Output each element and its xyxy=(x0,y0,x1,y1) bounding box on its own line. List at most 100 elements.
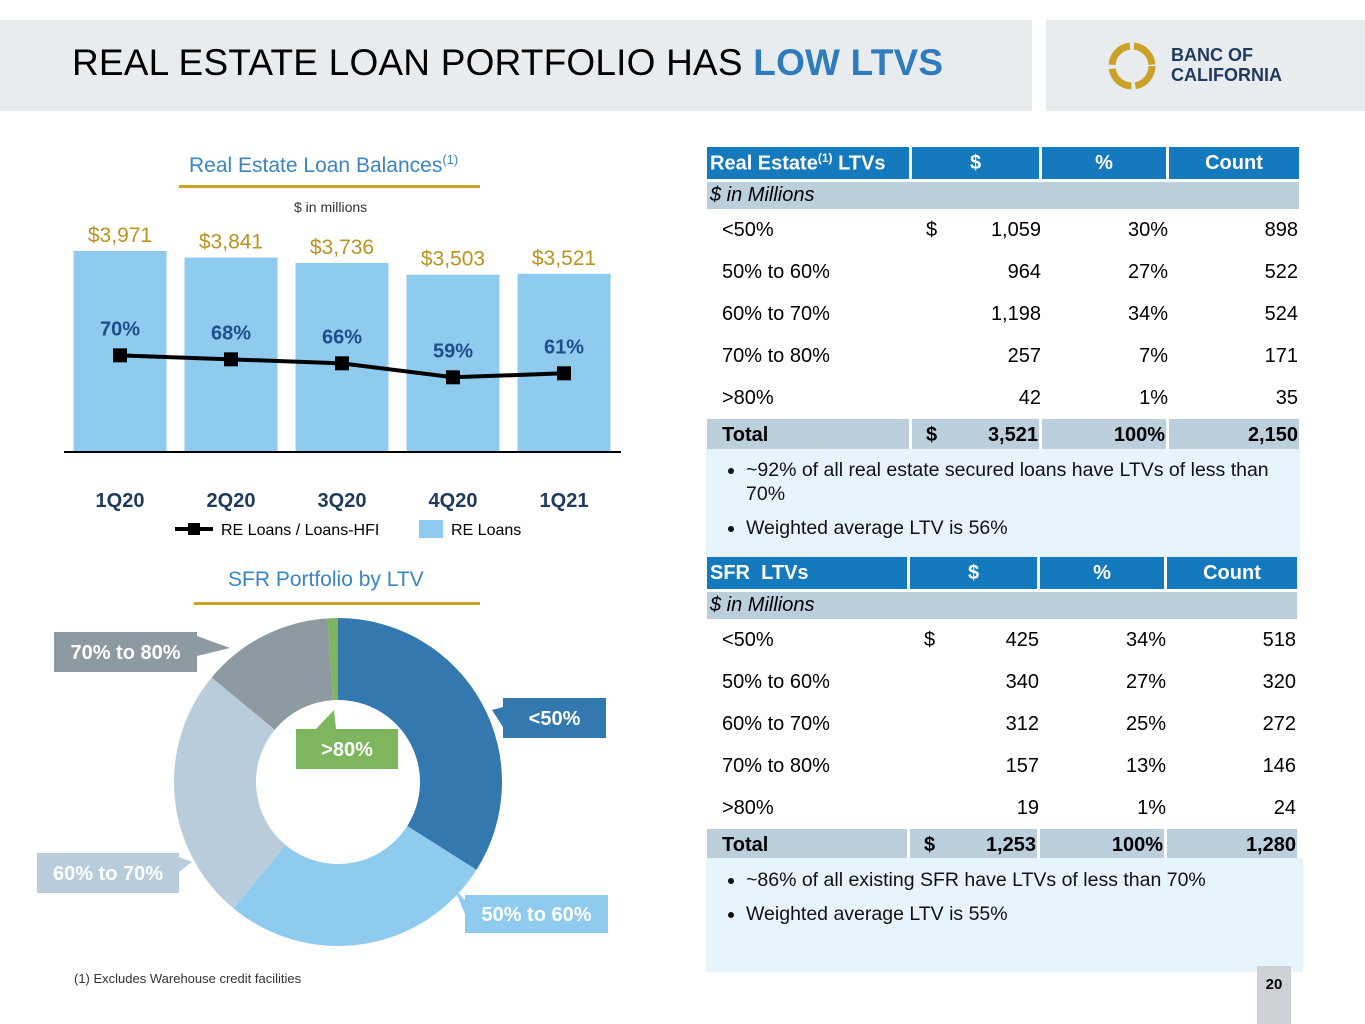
sfr-cell-label: >80% xyxy=(722,796,774,819)
re-header-title-sup: (1) xyxy=(817,150,833,165)
slice-label: 60% to 70% xyxy=(53,863,163,885)
re-cell-amount: 257 xyxy=(1007,344,1041,367)
donut-slice-4 xyxy=(327,618,338,701)
re-subheader-text: $ in Millions xyxy=(707,182,1299,209)
donut-slice-3 xyxy=(211,618,333,730)
sfr-cell-cur xyxy=(910,703,955,745)
ratio-point xyxy=(113,348,127,363)
re-cell-count: 171 xyxy=(1264,344,1298,367)
x-tick-label: 1Q20 xyxy=(96,490,145,512)
donut-chart: <50% 50% to 60% 60% to 70% 70% to 80% >80% xyxy=(37,618,608,946)
callout-pointer xyxy=(316,710,336,729)
sfr-cell-pct: 34% xyxy=(1125,628,1166,651)
sfr-header-title: SFR LTVs xyxy=(707,557,910,589)
re-total-count: 2,150 xyxy=(1169,419,1299,451)
re-cell-amount: 1,059 xyxy=(990,218,1041,241)
sfr-cell-amount: 340 xyxy=(1005,670,1039,693)
callout-box xyxy=(296,729,398,769)
bar-chart-title-text: Real Estate Loan Balances xyxy=(189,154,443,177)
page-title: REAL ESTATE LOAN PORTFOLIO HAS LOW LTVS xyxy=(72,42,943,84)
sfr-cell-cur: $ xyxy=(924,628,936,651)
bar-4Q20 xyxy=(406,274,500,452)
ratio-point xyxy=(557,366,571,381)
sfr-cell-label: <50% xyxy=(722,628,774,651)
re-cell-cur xyxy=(912,251,957,293)
header-bar xyxy=(0,20,1032,111)
sfr-table-row: <50% $425 34% 518 xyxy=(707,619,1297,661)
bank-logo-icon xyxy=(1108,42,1156,90)
re-ltv-table: Real Estate(1) LTVs $ % Count $ in Milli… xyxy=(707,147,1299,451)
ratio-value-label: 66% xyxy=(322,326,362,348)
page-number: 20 xyxy=(1257,966,1291,1024)
sfr-total-count: 1,280 xyxy=(1167,829,1297,861)
bar-value-label: $3,521 xyxy=(532,247,596,270)
sfr-total-amount: 1,253 xyxy=(955,829,1040,861)
re-table-row: <50% $1,059 30% 898 xyxy=(707,209,1299,251)
re-cell-count: 524 xyxy=(1264,302,1298,325)
re-cell-pct: 1% xyxy=(1139,386,1168,409)
re-cell-pct: 7% xyxy=(1139,344,1168,367)
re-cell-label: <50% xyxy=(722,218,774,241)
re-total-amount: 3,521 xyxy=(957,419,1042,451)
bar-chart: $3,971 1Q20 70% $3,841 2Q20 68% $3,736 3Q20 66% $… xyxy=(64,224,621,539)
sfr-cell-amount: 425 xyxy=(1005,628,1039,651)
sfr-table-subheader: $ in Millions xyxy=(707,592,1297,619)
sfr-cell-cur xyxy=(910,661,955,703)
ratio-value-label: 70% xyxy=(100,318,140,340)
re-note-1: ~92% of all real estate secured loans ha… xyxy=(746,458,1300,506)
re-table-total: Total $ 3,521 100% 2,150 xyxy=(707,419,1299,451)
sfr-total-cur: $ xyxy=(910,829,955,861)
sfr-header-count: Count xyxy=(1167,557,1297,589)
sfr-cell-count: 518 xyxy=(1262,628,1296,651)
ratio-value-label: 61% xyxy=(544,336,584,358)
donut-chart-title: SFR Portfolio by LTV xyxy=(228,568,424,591)
bar-1Q21 xyxy=(517,273,611,452)
callout-box xyxy=(37,853,179,893)
sfr-cell-count: 320 xyxy=(1262,670,1296,693)
re-header-title-text: Real Estate xyxy=(710,152,818,175)
ratio-point xyxy=(224,352,238,367)
re-cell-cur xyxy=(912,377,957,419)
sfr-cell-label: 50% to 60% xyxy=(722,670,830,693)
logo-line-2: CALIFORNIA xyxy=(1171,65,1282,85)
ratio-value-label: 59% xyxy=(433,340,473,362)
donut-slice-2 xyxy=(174,677,286,909)
legend-label-ratio: RE Loans / Loans-HFI xyxy=(221,522,379,539)
sfr-cell-pct: 25% xyxy=(1125,712,1166,735)
ratio-point xyxy=(335,356,349,371)
callout-pointer xyxy=(197,636,230,656)
sfr-cell-amount: 312 xyxy=(1005,712,1039,735)
sfr-table-header: SFR LTVs $ % Count xyxy=(707,557,1297,589)
slice-label: <50% xyxy=(529,708,581,730)
re-note-2: Weighted average LTV is 56% xyxy=(746,516,1300,540)
slice-label: >80% xyxy=(321,739,373,761)
re-cell-pct: 27% xyxy=(1127,260,1168,283)
re-cell-label: >80% xyxy=(722,386,774,409)
callout-pointer xyxy=(455,890,465,914)
sfr-cell-count: 272 xyxy=(1262,712,1296,735)
sfr-note-1: ~86% of all existing SFR have LTVs of le… xyxy=(746,868,1303,892)
callout-pointer xyxy=(179,857,192,872)
sfr-cell-pct: 13% xyxy=(1125,754,1166,777)
x-tick-label: 1Q21 xyxy=(540,490,589,512)
logo-line-1: BANC OF xyxy=(1171,45,1253,65)
re-cell-cur: $ xyxy=(926,218,938,241)
sfr-table-total: Total $ 1,253 100% 1,280 xyxy=(707,829,1297,861)
sfr-cell-pct: 27% xyxy=(1125,670,1166,693)
donut-slice-0 xyxy=(338,618,502,870)
re-notes: ~92% of all real estate secured loans ha… xyxy=(706,449,1300,561)
sfr-cell-count: 146 xyxy=(1262,754,1296,777)
sfr-subheader-text: $ in Millions xyxy=(707,592,1297,619)
re-header-title-suffix: LTVs xyxy=(832,152,886,175)
ratio-point xyxy=(446,370,460,385)
sfr-cell-pct: 1% xyxy=(1137,796,1166,819)
sfr-total-pct: 100% xyxy=(1040,829,1167,861)
ratio-value-label: 68% xyxy=(211,322,251,344)
bar-value-label: $3,503 xyxy=(421,248,485,271)
re-table-row: >80% 42 1% 35 xyxy=(707,377,1299,419)
sfr-table-row: >80% 19 1% 24 xyxy=(707,787,1297,829)
re-table-header: Real Estate(1) LTVs $ % Count xyxy=(707,147,1299,179)
logo-bar xyxy=(1046,20,1365,111)
re-cell-count: 35 xyxy=(1275,386,1298,409)
re-cell-pct: 30% xyxy=(1127,218,1168,241)
